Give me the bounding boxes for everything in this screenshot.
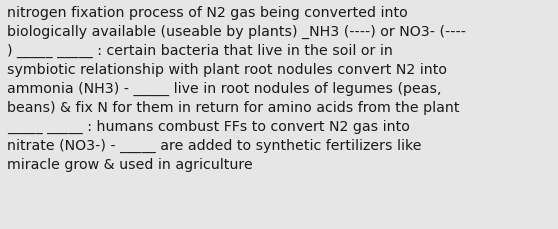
Text: nitrogen fixation process of N2 gas being converted into
biologically available : nitrogen fixation process of N2 gas bein… bbox=[7, 6, 466, 171]
